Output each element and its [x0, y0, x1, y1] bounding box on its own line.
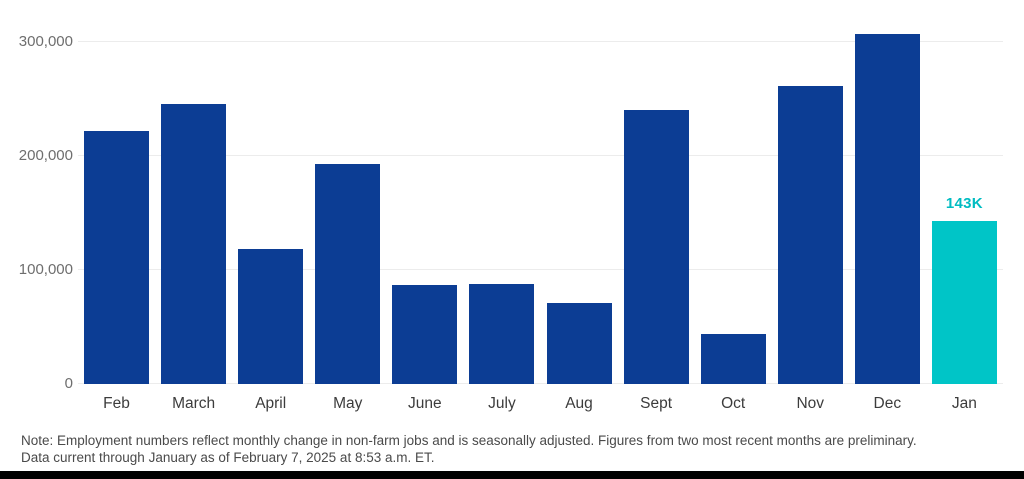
x-axis-label-nov: Nov [796, 395, 825, 412]
y-axis: 0 100,000 200,000 300,000 [0, 32, 73, 392]
bar-march[interactable] [161, 103, 227, 384]
bar-feb[interactable] [84, 130, 150, 384]
bar-band [463, 34, 540, 384]
gridline [78, 40, 1003, 42]
note-line-2: Data current through January as of Febru… [21, 449, 435, 465]
gridline [78, 155, 1003, 156]
bar-sept[interactable] [623, 110, 689, 384]
y-tick-label: 100,000 [18, 261, 73, 278]
bar-may[interactable] [315, 163, 381, 384]
y-tick-label: 200,000 [18, 147, 73, 164]
bar-band [232, 34, 309, 384]
bar-aug[interactable] [546, 303, 612, 384]
gridline [78, 269, 1003, 270]
bar-jan[interactable] [931, 220, 997, 384]
bar-april[interactable] [238, 249, 304, 384]
y-tick-label: 0 [64, 375, 73, 392]
x-axis-label-sept: Sept [640, 395, 673, 412]
x-axis-label-july: July [488, 395, 516, 412]
bar-band [618, 34, 695, 384]
bar-june[interactable] [392, 284, 458, 384]
bar-band [155, 34, 232, 384]
bar-nov[interactable] [777, 86, 843, 384]
x-axis-label-jan: Jan [951, 395, 977, 412]
bar-band [849, 34, 926, 384]
chart-note: Note: Employment numbers reflect monthly… [21, 433, 1001, 466]
x-axis-label-dec: Dec [873, 395, 902, 412]
y-tick-label: 300,000 [18, 32, 73, 50]
note-line-1: Note: Employment numbers reflect monthly… [21, 433, 917, 448]
x-axis-label-march: March [172, 395, 216, 412]
bar-band [309, 34, 386, 384]
bar-band [695, 34, 772, 384]
bar-band [78, 34, 155, 384]
x-axis-label-may: May [333, 395, 363, 412]
bar-band [386, 34, 463, 384]
x-axis-label-oct: Oct [721, 395, 746, 412]
bar-band: 143K [926, 34, 1003, 384]
plot-area: 143K [78, 34, 1003, 384]
x-axis-label-june: June [408, 395, 442, 412]
highlight-value-label: 143K [945, 194, 983, 212]
x-axis-label-april: April [255, 395, 287, 412]
bottom-divider [0, 471, 1024, 479]
bar-band [772, 34, 849, 384]
bar-band [540, 34, 617, 384]
bar-dec[interactable] [854, 34, 920, 384]
x-axis-label-feb: Feb [103, 395, 130, 412]
x-axis: Feb March April May June July Aug Sept Oct Nov Dec… [78, 394, 1003, 413]
bar-july[interactable] [469, 283, 535, 384]
bars: 143K [78, 34, 1003, 384]
bar-oct[interactable] [700, 333, 766, 384]
gridline [78, 383, 1003, 384]
x-axis-label-aug: Aug [565, 395, 593, 412]
